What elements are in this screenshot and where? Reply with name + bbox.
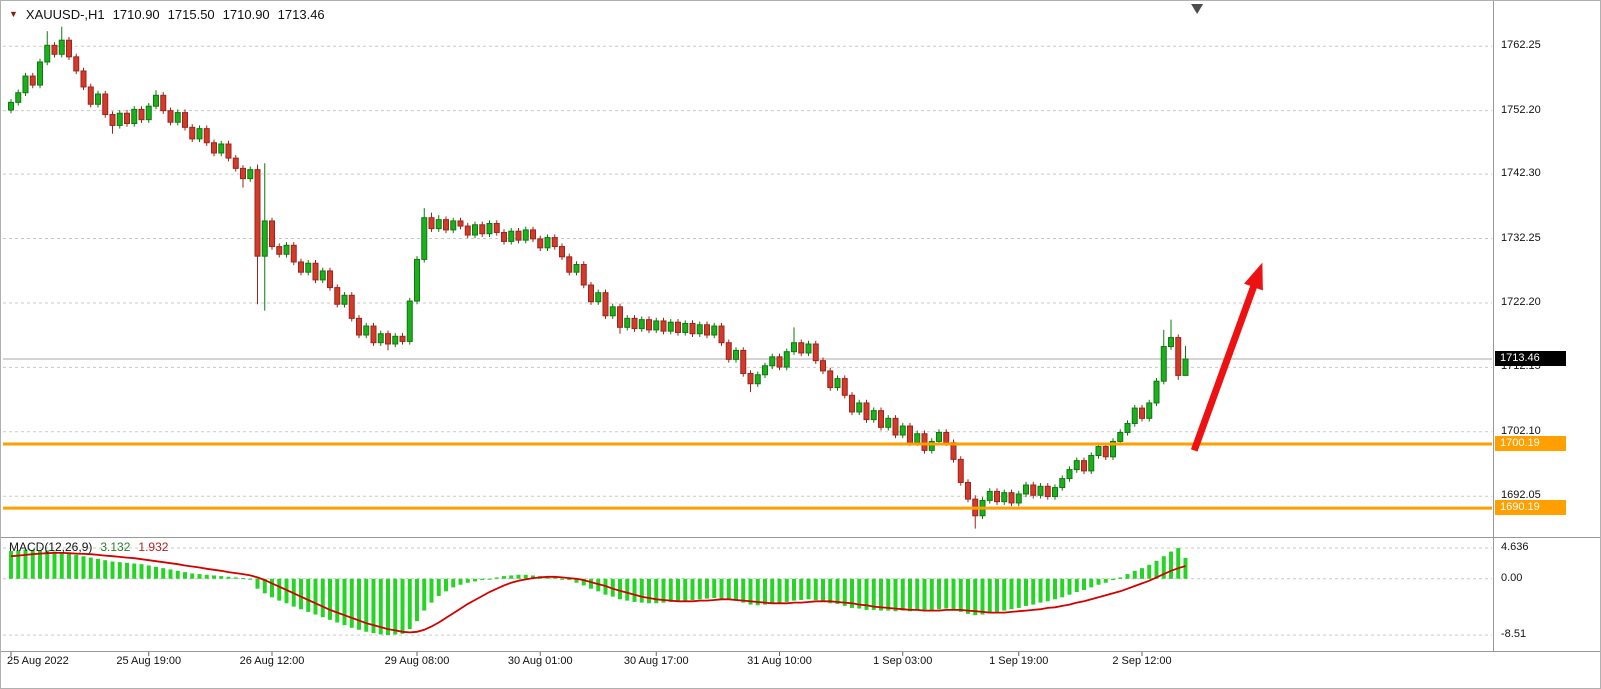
indicator-readout: MACD(12,26,9) 3.132 1.932 [9,540,168,554]
low-value: 1710.90 [222,7,270,22]
grid-lines [3,45,1492,636]
macd-axis-label: 4.636 [1501,541,1529,554]
indicator-main-value: 3.132 [100,540,131,554]
macd-histogram [9,548,1188,636]
indicator-name: MACD(12,26,9) [9,540,93,554]
symbol-marker-icon: ▼ [9,9,18,19]
horizontal-level-lines [3,442,1492,510]
time-axis-label: 31 Aug 10:00 [747,655,812,667]
time-axis-label: 1 Sep 03:00 [873,655,933,667]
current-price-badge: 1713.46 [1495,350,1566,366]
candles [8,26,1189,529]
price-scale[interactable] [1494,1,1600,651]
trend-arrow[interactable] [1190,262,1263,452]
pane-frame [1,1,1600,652]
macd-axis-label: 0.00 [1501,571,1523,584]
price-axis-label: 1752.20 [1501,103,1541,116]
time-axis-label: 1 Sep 19:00 [989,655,1049,667]
time-axis-label: 30 Aug 17:00 [623,655,689,667]
high-value: 1715.50 [167,7,215,22]
symbol-period-label: XAUUSD-,H1 [25,7,105,22]
level-price-badge: 1700.19 [1495,436,1566,452]
price-axis-label: 1742.30 [1501,167,1541,180]
price-axis-label: 1722.20 [1501,295,1541,308]
open-value: 1710.90 [112,7,160,22]
time-axis-label: 25 Aug 2022 [7,655,69,667]
level-price-badge: 1690.19 [1495,500,1566,516]
time-axis-label: 2 Sep 12:00 [1112,655,1172,667]
close-value: 1713.46 [277,7,325,22]
time-axis-label: 26 Aug 12:00 [239,655,305,667]
price-axis-label: 1702.10 [1501,424,1541,437]
time-tick-marks [10,652,1143,656]
time-axis-label: 29 Aug 08:00 [384,655,450,667]
price-axis-label: 1692.05 [1501,489,1541,502]
time-axis-label: 25 Aug 19:00 [116,655,182,667]
ohlc-readout: ▼ XAUUSD-,H1 1710.90 1715.50 1710.90 171… [9,7,325,22]
macd-axis-label: -8.51 [1501,628,1527,641]
chart-shift-marker-icon[interactable] [1191,4,1204,14]
price-axis-label: 1762.25 [1501,39,1541,52]
macd-signal-line [10,552,1186,634]
time-axis-label: 30 Aug 01:00 [507,655,573,667]
price-axis-label: 1732.25 [1501,231,1541,244]
indicator-signal-value: 1.932 [138,540,169,554]
